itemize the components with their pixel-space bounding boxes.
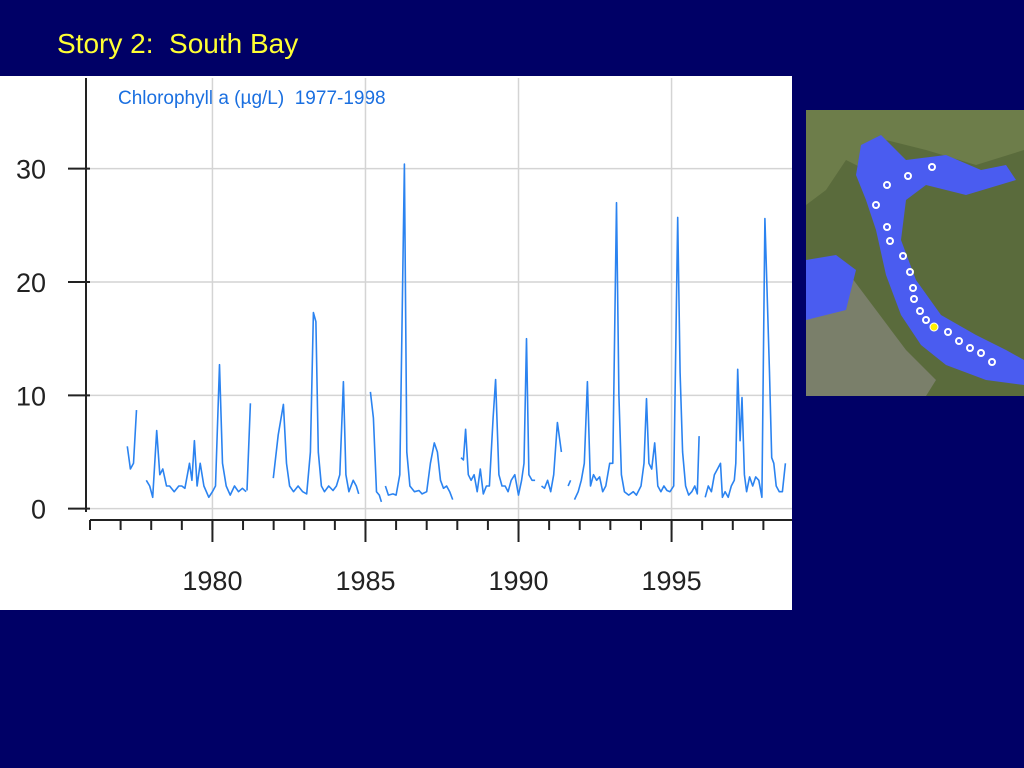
- x-tick-label: 1995: [642, 566, 702, 596]
- station: [922, 316, 930, 324]
- station: [988, 358, 996, 366]
- station: [955, 337, 963, 345]
- x-tick-label: 1985: [335, 566, 395, 596]
- station: [899, 252, 907, 260]
- slide-title: Story 2: South Bay: [57, 28, 299, 59]
- map-image: [806, 110, 1024, 396]
- bay-water: [856, 135, 1024, 385]
- station: [944, 328, 952, 336]
- land-north: [806, 110, 1024, 205]
- station: [909, 284, 917, 292]
- station: [910, 295, 918, 303]
- y-tick-label: 10: [16, 381, 46, 411]
- station: [906, 268, 914, 276]
- chart-title: Chlorophyll a (µg/L) 1977-1998: [118, 88, 386, 109]
- selected-station: [929, 322, 939, 332]
- x-tick-label: 1980: [182, 566, 242, 596]
- station: [928, 163, 936, 171]
- x-tick-label: 1990: [488, 566, 548, 596]
- y-tick-label: 0: [31, 495, 46, 525]
- station: [872, 201, 880, 209]
- chart: Chlorophyll a (µg/L) 1977-1998 0 10 20 30 19…: [0, 76, 792, 610]
- station: [977, 349, 985, 357]
- ocean: [806, 255, 856, 320]
- data-line: [126, 163, 787, 503]
- station: [883, 223, 891, 231]
- station: [966, 344, 974, 352]
- station: [883, 181, 891, 189]
- station: [886, 237, 894, 245]
- station: [904, 172, 912, 180]
- station: [916, 307, 924, 315]
- stations: [872, 163, 996, 366]
- y-tick-label: 30: [16, 155, 46, 185]
- y-tick-label: 20: [16, 268, 46, 298]
